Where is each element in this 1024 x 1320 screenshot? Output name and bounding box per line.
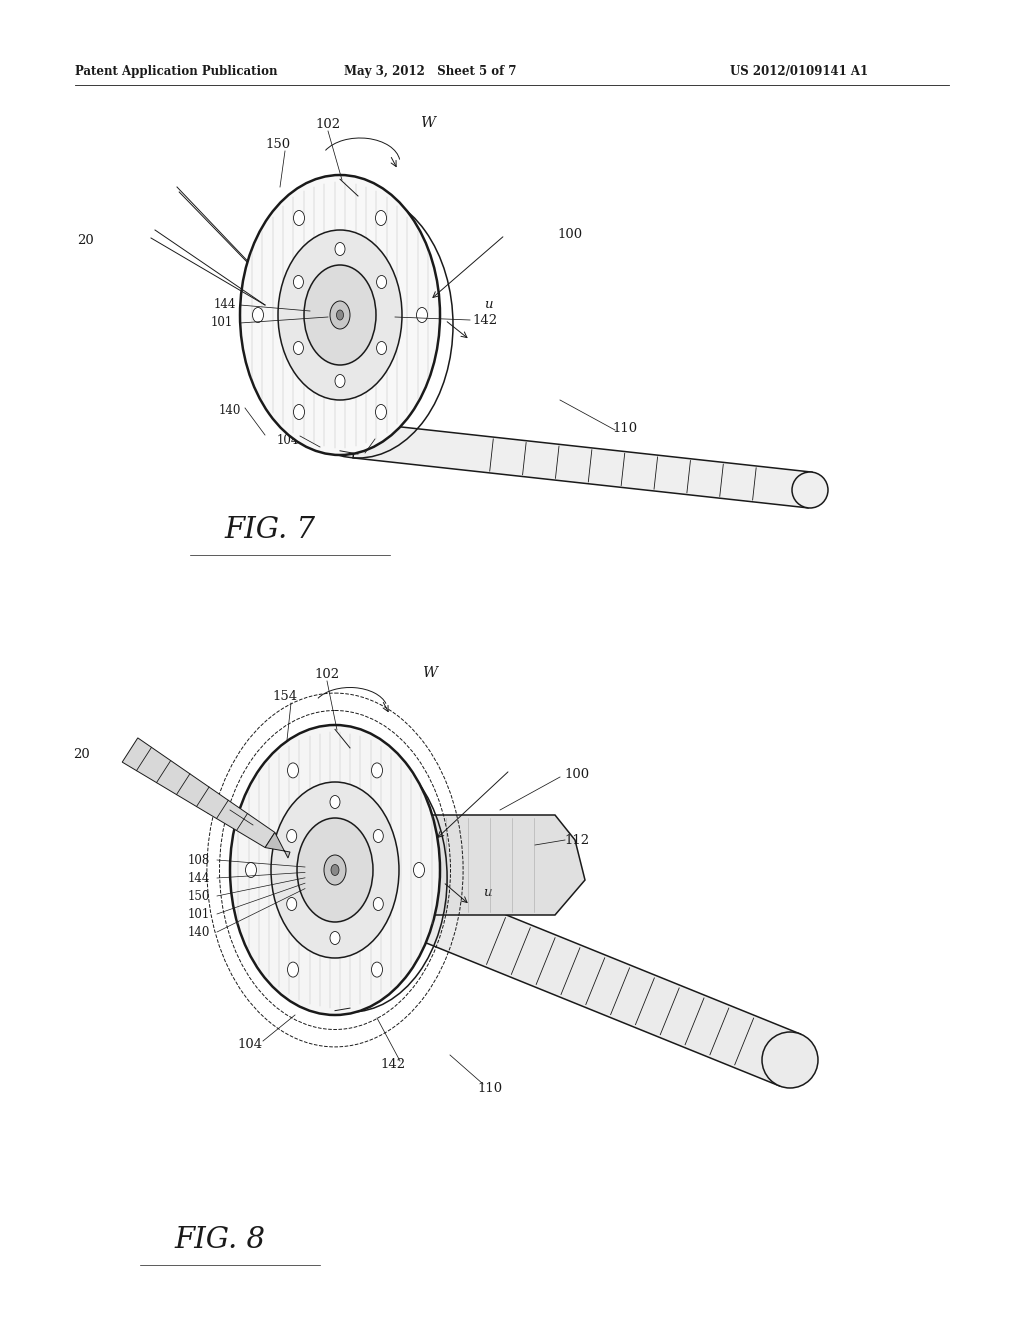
Ellipse shape bbox=[297, 818, 373, 921]
Ellipse shape bbox=[376, 404, 386, 420]
Text: W: W bbox=[423, 667, 437, 680]
Ellipse shape bbox=[287, 829, 297, 842]
Text: FIG. 7: FIG. 7 bbox=[224, 516, 315, 544]
Polygon shape bbox=[353, 422, 812, 508]
Ellipse shape bbox=[762, 1032, 818, 1088]
Ellipse shape bbox=[372, 962, 383, 977]
Ellipse shape bbox=[335, 375, 345, 388]
Text: 102: 102 bbox=[314, 668, 340, 681]
Text: 101: 101 bbox=[211, 317, 233, 330]
Ellipse shape bbox=[417, 308, 427, 322]
Ellipse shape bbox=[288, 962, 299, 977]
Text: 20: 20 bbox=[74, 748, 90, 762]
Ellipse shape bbox=[240, 176, 440, 455]
Ellipse shape bbox=[287, 898, 297, 911]
Ellipse shape bbox=[294, 404, 304, 420]
Ellipse shape bbox=[324, 855, 346, 884]
Ellipse shape bbox=[331, 865, 339, 875]
Ellipse shape bbox=[337, 310, 343, 319]
Text: 142: 142 bbox=[472, 314, 498, 326]
Text: 142: 142 bbox=[381, 1059, 406, 1072]
Text: u: u bbox=[483, 298, 493, 312]
Text: 104: 104 bbox=[276, 433, 299, 446]
Polygon shape bbox=[122, 738, 274, 847]
Text: 100: 100 bbox=[557, 228, 583, 242]
Text: FIG. 8: FIG. 8 bbox=[174, 1226, 265, 1254]
Ellipse shape bbox=[414, 862, 425, 878]
Ellipse shape bbox=[278, 230, 402, 400]
Text: 112: 112 bbox=[564, 833, 590, 846]
Polygon shape bbox=[265, 833, 290, 858]
Ellipse shape bbox=[330, 301, 350, 329]
Text: 108: 108 bbox=[357, 437, 379, 450]
Ellipse shape bbox=[372, 763, 383, 777]
Ellipse shape bbox=[304, 265, 376, 366]
Ellipse shape bbox=[246, 862, 256, 878]
Text: 144: 144 bbox=[214, 298, 237, 312]
Ellipse shape bbox=[792, 473, 828, 508]
Text: May 3, 2012   Sheet 5 of 7: May 3, 2012 Sheet 5 of 7 bbox=[344, 66, 516, 78]
Text: 154: 154 bbox=[272, 690, 298, 704]
Text: US 2012/0109141 A1: US 2012/0109141 A1 bbox=[730, 66, 868, 78]
Text: 110: 110 bbox=[477, 1081, 503, 1094]
Ellipse shape bbox=[374, 829, 383, 842]
Ellipse shape bbox=[271, 781, 399, 958]
Ellipse shape bbox=[374, 898, 383, 911]
Text: 20: 20 bbox=[77, 234, 93, 247]
Ellipse shape bbox=[335, 243, 345, 256]
Ellipse shape bbox=[253, 308, 263, 322]
Ellipse shape bbox=[377, 342, 387, 355]
Text: W: W bbox=[421, 116, 435, 129]
Text: 101: 101 bbox=[187, 908, 210, 920]
Text: 104: 104 bbox=[238, 1039, 262, 1052]
Text: Patent Application Publication: Patent Application Publication bbox=[75, 66, 278, 78]
Text: 150: 150 bbox=[187, 890, 210, 903]
Polygon shape bbox=[359, 865, 801, 1086]
Polygon shape bbox=[370, 814, 585, 915]
Ellipse shape bbox=[377, 276, 387, 289]
Text: 144: 144 bbox=[187, 871, 210, 884]
Text: u: u bbox=[482, 886, 492, 899]
Ellipse shape bbox=[294, 342, 303, 355]
Text: 150: 150 bbox=[265, 139, 291, 152]
Text: 108: 108 bbox=[187, 854, 210, 866]
Ellipse shape bbox=[294, 276, 303, 289]
Ellipse shape bbox=[230, 725, 440, 1015]
Ellipse shape bbox=[288, 763, 299, 777]
Text: 140: 140 bbox=[219, 404, 242, 417]
Ellipse shape bbox=[294, 210, 304, 226]
Text: 110: 110 bbox=[612, 421, 638, 434]
Text: 160: 160 bbox=[206, 804, 228, 817]
Ellipse shape bbox=[376, 210, 386, 226]
Text: 100: 100 bbox=[564, 768, 590, 781]
Text: 140: 140 bbox=[187, 925, 210, 939]
Ellipse shape bbox=[330, 932, 340, 945]
Text: 102: 102 bbox=[315, 119, 341, 132]
Ellipse shape bbox=[330, 796, 340, 808]
